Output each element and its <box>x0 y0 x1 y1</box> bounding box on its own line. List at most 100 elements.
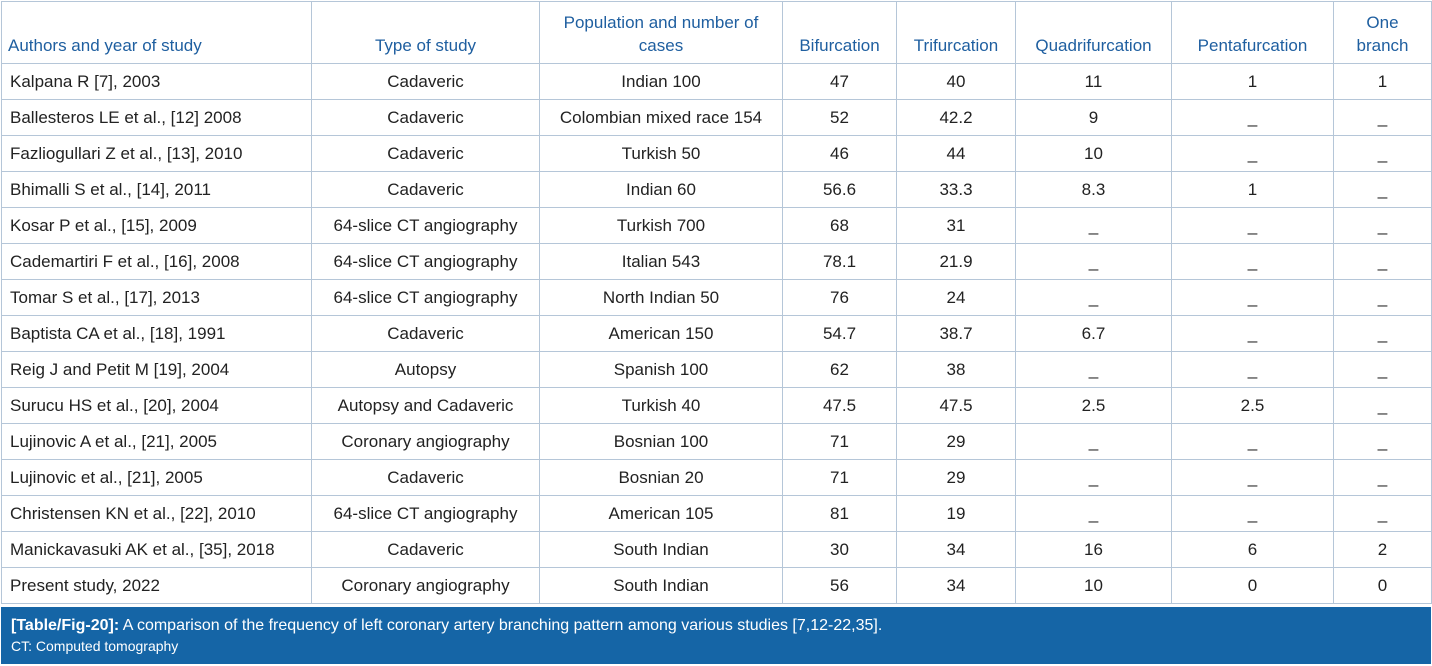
cell-bifurcation: 54.7 <box>782 315 897 352</box>
cell-authors: Fazliogullari Z et al., [13], 2010 <box>1 135 312 172</box>
cell-trifurcation: 24 <box>896 279 1016 316</box>
cell-type: 64-slice CT angiography <box>311 207 540 244</box>
cell-population: Italian 543 <box>539 243 783 280</box>
cell-one-branch: 1 <box>1333 63 1432 100</box>
cell-trifurcation: 40 <box>896 63 1016 100</box>
table-row: Reig J and Petit M [19], 2004 Autopsy Span… <box>1 351 1432 388</box>
cell-population: South Indian <box>539 531 783 568</box>
cell-trifurcation: 21.9 <box>896 243 1016 280</box>
cell-quadrifurcation: _ <box>1015 207 1172 244</box>
cell-trifurcation: 33.3 <box>896 171 1016 208</box>
cell-authors: Tomar S et al., [17], 2013 <box>1 279 312 316</box>
cell-population: Spanish 100 <box>539 351 783 388</box>
cell-pentafurcation: _ <box>1171 495 1334 532</box>
cell-population: North Indian 50 <box>539 279 783 316</box>
cell-bifurcation: 68 <box>782 207 897 244</box>
cell-bifurcation: 56.6 <box>782 171 897 208</box>
cell-authors: Present study, 2022 <box>1 567 312 604</box>
cell-quadrifurcation: 11 <box>1015 63 1172 100</box>
cell-population: Indian 60 <box>539 171 783 208</box>
cell-pentafurcation: _ <box>1171 279 1334 316</box>
cell-quadrifurcation: _ <box>1015 351 1172 388</box>
cell-quadrifurcation: 6.7 <box>1015 315 1172 352</box>
cell-pentafurcation: _ <box>1171 459 1334 496</box>
cell-authors: Manickavasuki AK et al., [35], 2018 <box>1 531 312 568</box>
header-type-of-study: Type of study <box>311 1 540 64</box>
cell-pentafurcation: 2.5 <box>1171 387 1334 424</box>
cell-population: American 105 <box>539 495 783 532</box>
cell-type: Cadaveric <box>311 315 540 352</box>
cell-quadrifurcation: _ <box>1015 279 1172 316</box>
table-row: Lujinovic et al., [21], 2005 Cadaveric Bos… <box>1 459 1432 496</box>
cell-type: Cadaveric <box>311 63 540 100</box>
table-row: Cademartiri F et al., [16], 2008 64-slice… <box>1 243 1432 280</box>
cell-authors: Kosar P et al., [15], 2009 <box>1 207 312 244</box>
cell-one-branch: _ <box>1333 315 1432 352</box>
cell-quadrifurcation: 2.5 <box>1015 387 1172 424</box>
cell-trifurcation: 31 <box>896 207 1016 244</box>
cell-type: 64-slice CT angiography <box>311 279 540 316</box>
cell-bifurcation: 62 <box>782 351 897 388</box>
cell-bifurcation: 56 <box>782 567 897 604</box>
cell-authors: Surucu HS et al., [20], 2004 <box>1 387 312 424</box>
cell-one-branch: _ <box>1333 207 1432 244</box>
caption-text: A comparison of the frequency of left co… <box>119 617 883 634</box>
cell-bifurcation: 71 <box>782 423 897 460</box>
cell-one-branch: _ <box>1333 459 1432 496</box>
cell-authors: Ballesteros LE et al., [12] 2008 <box>1 99 312 136</box>
cell-population: Bosnian 100 <box>539 423 783 460</box>
cell-trifurcation: 44 <box>896 135 1016 172</box>
table-row: Baptista CA et al., [18], 1991 Cadaveric A… <box>1 315 1432 352</box>
cell-authors: Kalpana R [7], 2003 <box>1 63 312 100</box>
cell-type: Coronary angiography <box>311 567 540 604</box>
cell-type: 64-slice CT angiography <box>311 495 540 532</box>
caption-line: [Table/Fig-20]: A comparison of the freq… <box>11 616 1421 636</box>
cell-trifurcation: 19 <box>896 495 1016 532</box>
cell-type: Autopsy <box>311 351 540 388</box>
cell-pentafurcation: _ <box>1171 351 1334 388</box>
cell-population: Turkish 50 <box>539 135 783 172</box>
cell-population: Turkish 40 <box>539 387 783 424</box>
cell-one-branch: _ <box>1333 423 1432 460</box>
cell-type: Cadaveric <box>311 171 540 208</box>
table-row: Fazliogullari Z et al., [13], 2010 Cadave… <box>1 135 1432 172</box>
cell-pentafurcation: _ <box>1171 315 1334 352</box>
cell-pentafurcation: _ <box>1171 243 1334 280</box>
cell-pentafurcation: _ <box>1171 135 1334 172</box>
cell-population: South Indian <box>539 567 783 604</box>
table-row: Bhimalli S et al., [14], 2011 Cadaveric In… <box>1 171 1432 208</box>
caption-label: [Table/Fig-20]: <box>11 617 120 634</box>
cell-quadrifurcation: 10 <box>1015 135 1172 172</box>
header-bifurcation: Bifurcation <box>782 1 897 64</box>
table-header-row: Authors and year of study Type of study … <box>1 1 1432 64</box>
cell-type: 64-slice CT angiography <box>311 243 540 280</box>
header-one-branch: One branch <box>1333 1 1432 64</box>
cell-bifurcation: 30 <box>782 531 897 568</box>
table-row: Surucu HS et al., [20], 2004 Autopsy and … <box>1 387 1432 424</box>
cell-type: Coronary angiography <box>311 423 540 460</box>
cell-trifurcation: 38.7 <box>896 315 1016 352</box>
cell-quadrifurcation: 10 <box>1015 567 1172 604</box>
cell-bifurcation: 78.1 <box>782 243 897 280</box>
table-row: Christensen KN et al., [22], 2010 64-slic… <box>1 495 1432 532</box>
cell-quadrifurcation: 16 <box>1015 531 1172 568</box>
cell-authors: Lujinovic A et al., [21], 2005 <box>1 423 312 460</box>
cell-bifurcation: 76 <box>782 279 897 316</box>
table-body: Kalpana R [7], 2003 Cadaveric Indian 100 47… <box>1 63 1432 604</box>
cell-one-branch: _ <box>1333 351 1432 388</box>
cell-authors: Cademartiri F et al., [16], 2008 <box>1 243 312 280</box>
cell-authors: Baptista CA et al., [18], 1991 <box>1 315 312 352</box>
cell-trifurcation: 38 <box>896 351 1016 388</box>
cell-bifurcation: 81 <box>782 495 897 532</box>
cell-trifurcation: 29 <box>896 423 1016 460</box>
cell-bifurcation: 47 <box>782 63 897 100</box>
cell-pentafurcation: 6 <box>1171 531 1334 568</box>
cell-one-branch: 2 <box>1333 531 1432 568</box>
cell-authors: Lujinovic et al., [21], 2005 <box>1 459 312 496</box>
cell-quadrifurcation: _ <box>1015 459 1172 496</box>
table-row: Manickavasuki AK et al., [35], 2018 Cadav… <box>1 531 1432 568</box>
cell-quadrifurcation: _ <box>1015 423 1172 460</box>
cell-type: Autopsy and Cadaveric <box>311 387 540 424</box>
cell-trifurcation: 29 <box>896 459 1016 496</box>
